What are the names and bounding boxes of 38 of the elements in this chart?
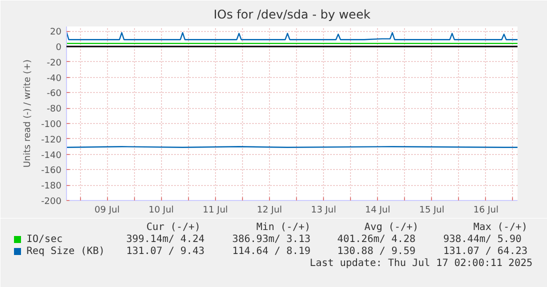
y-tick-label: -100 [41, 120, 62, 130]
y-tick-label: -80 [46, 104, 62, 115]
y-tick-label: -20 [46, 58, 62, 68]
text: 114.64 / 8.19 [232, 246, 310, 257]
x-tick-label: 12 Jul [256, 206, 282, 216]
y-tick-label: -160 [41, 166, 62, 176]
y-tick-label: -120 [41, 135, 62, 146]
x-tick-label: 11 Jul [202, 206, 228, 216]
text: Avg (-/+) [364, 222, 419, 233]
x-tick-label: 10 Jul [148, 206, 174, 216]
text: 131.07 / 9.43 [126, 246, 204, 257]
text: 938.44m/ 5.90 [443, 234, 522, 245]
text: Max (-/+) [473, 222, 528, 233]
legend-label: Req Size (KB) [26, 246, 105, 257]
x-tick-label: 09 Jul [94, 206, 120, 216]
y-tick-label: -60 [46, 89, 62, 100]
y-tick-label: -180 [41, 182, 62, 192]
x-tick-label: 16 Jul [473, 206, 499, 216]
text: 399.14m/ 4.24 [126, 234, 204, 245]
text: Last update: Thu Jul 17 02:00:11 2025 [310, 258, 533, 269]
x-tick-label: 15 Jul [419, 206, 444, 216]
text: 130.88 / 9.59 [337, 246, 416, 257]
line-series [66, 31, 518, 40]
text: 131.07 / 64.23 [443, 246, 528, 257]
text: Min (-/+) [256, 222, 311, 233]
text: 386.93m/ 3.13 [232, 234, 310, 245]
text: Cur (-/+) [146, 222, 201, 233]
y-tick-label: 0 [56, 43, 62, 54]
y-tick-label: -40 [46, 74, 62, 84]
text: 401.26m/ 4.28 [337, 234, 416, 245]
x-tick-label: 13 Jul [310, 206, 336, 216]
y-axis-title: Units read (-) / write (+) [23, 59, 34, 168]
legend-label: IO/sec [26, 234, 63, 245]
x-tick-label: 14 Jul [365, 206, 390, 216]
y-tick-label: -140 [41, 150, 62, 161]
y-tick-label: -200 [41, 197, 62, 207]
chart-title: IOs for /dev/sda - by week [214, 8, 370, 22]
y-tick-label: 20 [50, 28, 62, 38]
